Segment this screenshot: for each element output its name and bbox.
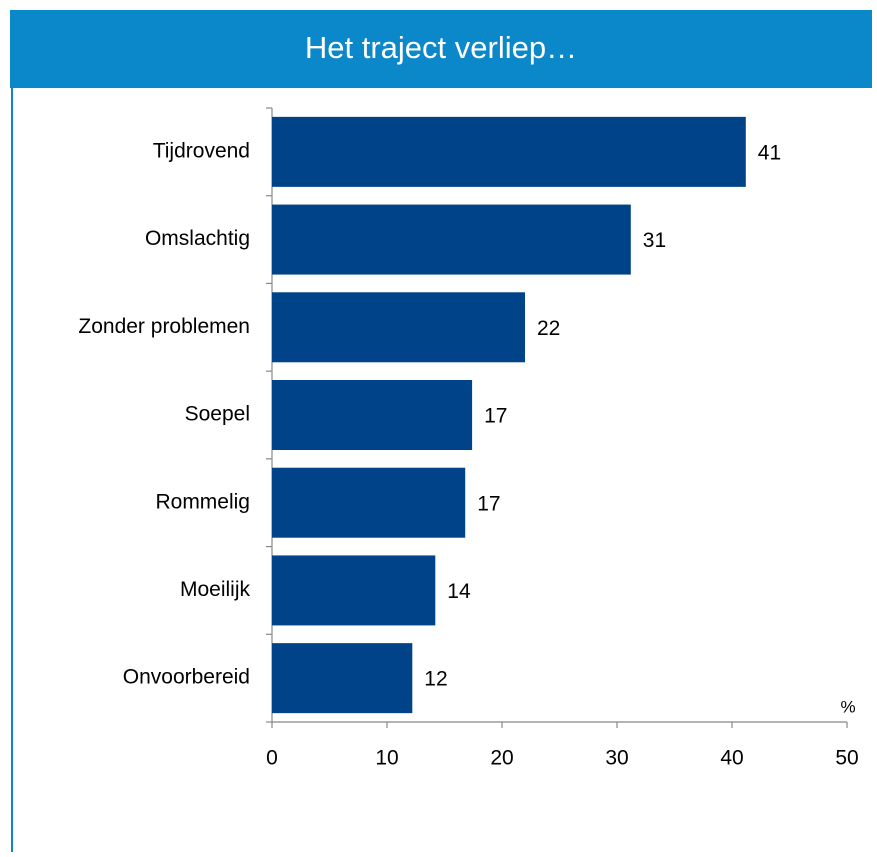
y-tick-label: Tijdrovend [153, 139, 250, 162]
value-label: 17 [484, 405, 507, 428]
title-banner [10, 10, 872, 88]
value-label: 22 [537, 317, 560, 340]
bar [272, 292, 525, 363]
y-tick-label: Onvoorbereid [123, 666, 250, 689]
bar [272, 467, 466, 538]
chart-title: Het traject verliep… [305, 30, 577, 65]
y-tick-label: Soepel [185, 403, 250, 426]
bar [272, 380, 473, 450]
x-axis-label: % [840, 697, 855, 716]
x-tick-label: 20 [490, 747, 513, 770]
value-label: 17 [477, 492, 500, 515]
bar [272, 116, 746, 187]
y-tick-label: Zonder problemen [78, 315, 250, 338]
y-tick-label: Moeilijk [180, 578, 251, 601]
x-tick-label: 10 [375, 747, 398, 770]
x-tick-label: 30 [605, 747, 628, 770]
bar [272, 204, 631, 275]
value-label: 12 [424, 668, 447, 691]
bar [272, 643, 413, 714]
y-tick-label: Rommelig [155, 490, 250, 513]
x-tick-label: 0 [266, 747, 278, 770]
value-label: 14 [447, 580, 471, 603]
value-label: 31 [643, 229, 666, 252]
y-tick-label: Omslachtig [145, 227, 250, 250]
x-tick-label: 50 [835, 747, 858, 770]
x-tick-label: 40 [720, 747, 743, 770]
value-label: 41 [758, 141, 781, 164]
bar [272, 555, 436, 626]
